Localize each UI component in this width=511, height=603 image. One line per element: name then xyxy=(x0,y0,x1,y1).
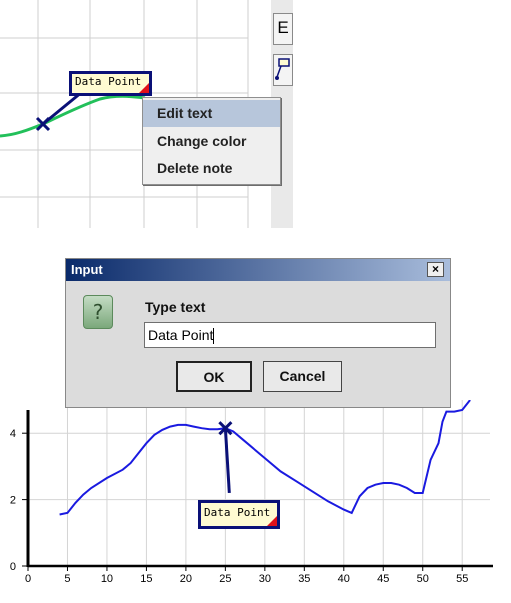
top-graph-marker xyxy=(35,116,51,132)
text-caret xyxy=(213,328,215,345)
menu-item-change-color[interactable]: Change color xyxy=(157,133,247,149)
note-resize-corner[interactable] xyxy=(267,516,277,526)
menu-item-delete-note[interactable]: Delete note xyxy=(157,160,233,176)
x-tick-label: 50 xyxy=(417,573,429,585)
dialog-title: Input xyxy=(71,262,103,277)
chart-axes: 0 5 10 15 20 25 30 35 40 45 50 55 0 2 4 xyxy=(10,410,493,585)
x-tick-label: 10 xyxy=(101,573,113,585)
ok-button[interactable]: OK xyxy=(176,361,252,392)
question-icon: ? xyxy=(83,295,113,329)
x-tick-label: 0 xyxy=(25,573,31,585)
dialog-prompt: Type text xyxy=(145,299,206,315)
note-resize-corner[interactable] xyxy=(139,83,149,93)
top-note-label: Data Point xyxy=(75,75,142,88)
close-button[interactable]: × xyxy=(427,262,444,277)
x-tick-label: 15 xyxy=(140,573,152,585)
note-leader-line xyxy=(223,428,231,494)
context-menu: Edit text Change color Delete note xyxy=(142,97,281,185)
top-graph-canvas[interactable] xyxy=(0,0,262,228)
side-toolbar-button-partial[interactable]: E xyxy=(273,13,293,45)
chart-marker-layer xyxy=(218,421,233,494)
y-tick-label: 0 xyxy=(10,561,16,573)
dialog-title-bar[interactable]: Input × xyxy=(66,259,450,281)
text-input-value: Data Point xyxy=(148,327,214,343)
x-tick-label: 5 xyxy=(64,573,70,585)
series-line xyxy=(59,400,471,516)
top-note[interactable]: Data Point xyxy=(69,71,152,96)
side-toolbar-note-tool-button[interactable] xyxy=(273,54,293,86)
x-tick-label: 20 xyxy=(180,573,192,585)
x-tick-label: 55 xyxy=(456,573,468,585)
side-toolbar-partial-label: E xyxy=(277,18,289,37)
y-tick-label: 2 xyxy=(10,495,16,507)
bottom-chart-canvas[interactable]: 0 5 10 15 20 25 30 35 40 45 50 55 0 2 4 xyxy=(0,400,511,603)
input-dialog: Input × ? Type text Data Point OK Cancel xyxy=(65,258,451,408)
data-marker xyxy=(218,421,233,436)
cancel-button[interactable]: Cancel xyxy=(263,361,342,392)
menu-item-edit-text[interactable]: Edit text xyxy=(143,100,280,127)
top-graph-series-line xyxy=(0,94,146,138)
bottom-note-label: Data Point xyxy=(204,506,271,519)
x-tick-label: 35 xyxy=(298,573,310,585)
bottom-note[interactable]: Data Point xyxy=(198,500,280,529)
x-tick-label: 30 xyxy=(259,573,271,585)
chart-grid xyxy=(28,400,490,566)
close-icon: × xyxy=(431,262,439,276)
chart-series-layer xyxy=(59,400,471,516)
x-tick-label: 25 xyxy=(219,573,231,585)
note-tool-icon xyxy=(275,58,290,80)
text-input-field[interactable]: Data Point xyxy=(144,322,436,348)
x-tick-label: 40 xyxy=(338,573,350,585)
y-tick-label: 4 xyxy=(10,428,16,440)
x-tick-label: 45 xyxy=(377,573,389,585)
